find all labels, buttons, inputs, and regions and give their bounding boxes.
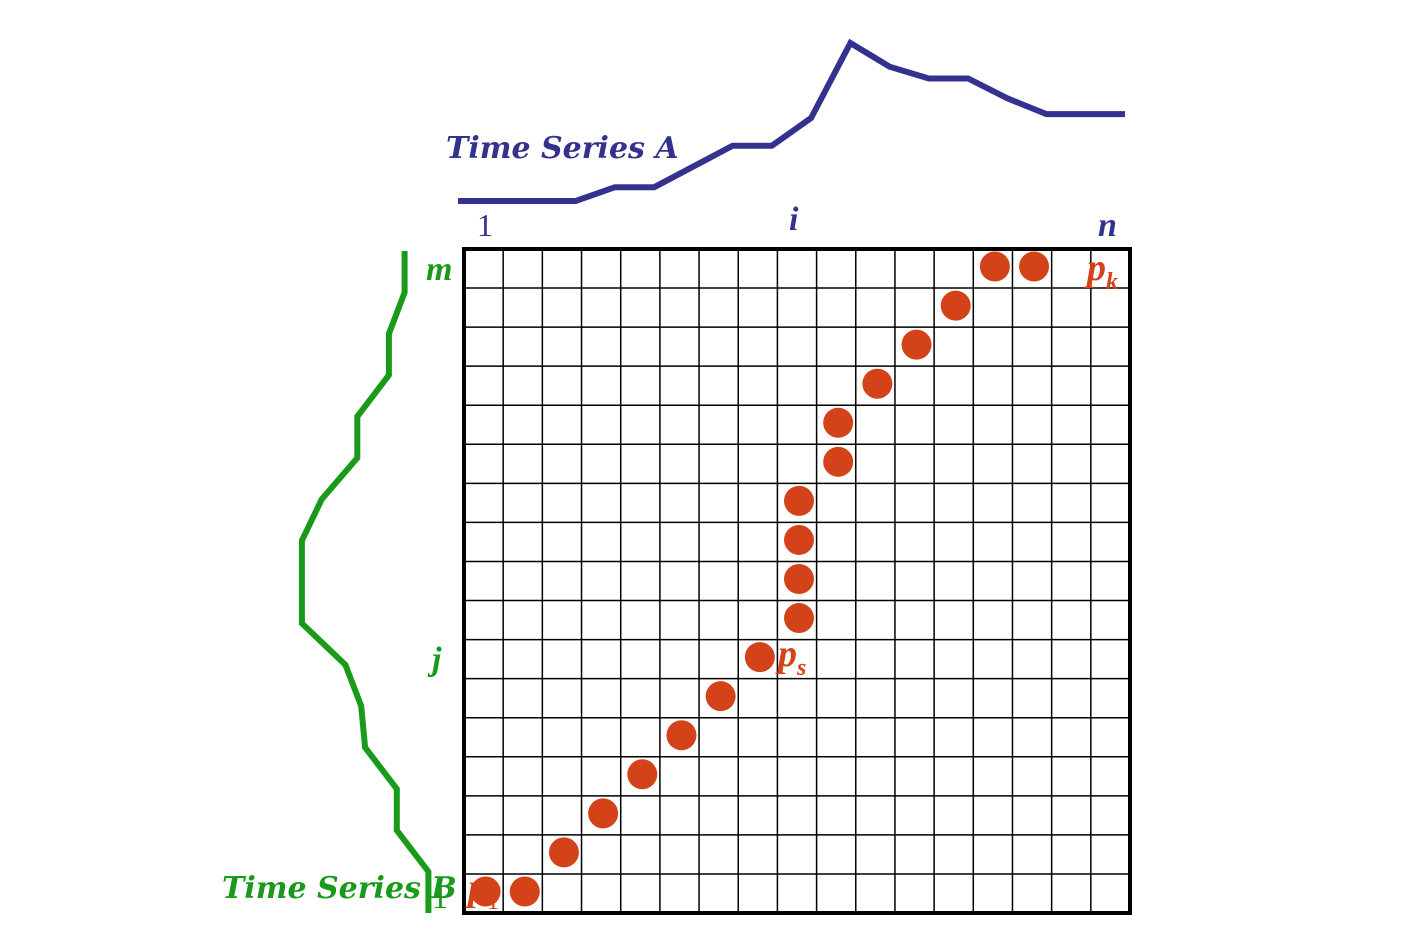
warping-path-point [784,524,814,555]
warping-path-point [744,642,775,673]
a-index-i-label: i [789,201,799,238]
series-b-line [298,251,432,913]
warping-path [470,251,1050,907]
warping-path-point [666,720,697,751]
warping-path-point [470,876,501,907]
warping-path-point [784,603,814,634]
warping-path-point [823,446,854,477]
warping-path-point [705,681,736,712]
a-index-n-label: n [1098,207,1117,244]
warping-path-point [1019,251,1050,282]
warping-path-point [509,876,540,907]
warping-path-point [940,290,971,321]
warping-path-point [979,251,1010,282]
grid-border [462,247,1132,915]
series-a-title: Time Series A [446,131,679,166]
series-b-group: Time Series B 1 j m [222,251,457,915]
series-a-group: Time Series A 1 i n [446,38,1125,244]
series-a-line [458,38,1125,204]
warping-path-point [823,407,854,438]
pk-label: pk [1084,247,1118,295]
b-index-m-label: m [426,251,452,288]
path-labels: p1 ps pk [465,247,1118,915]
warping-path-point [548,837,579,868]
warping-path-point [862,368,893,399]
p1-label: p1 [465,867,499,915]
warping-path-point [588,798,619,829]
b-index-start-label: 1 [432,879,448,915]
warping-path-point [627,759,658,790]
ps-label: ps [775,633,806,681]
series-b-title: Time Series B [222,871,457,906]
warping-path-point [901,329,932,360]
warping-path-point [784,485,814,516]
a-index-start-label: 1 [477,207,493,243]
b-index-j-label: j [427,641,442,678]
cost-matrix-grid [462,247,1132,915]
warping-path-point [784,564,814,594]
